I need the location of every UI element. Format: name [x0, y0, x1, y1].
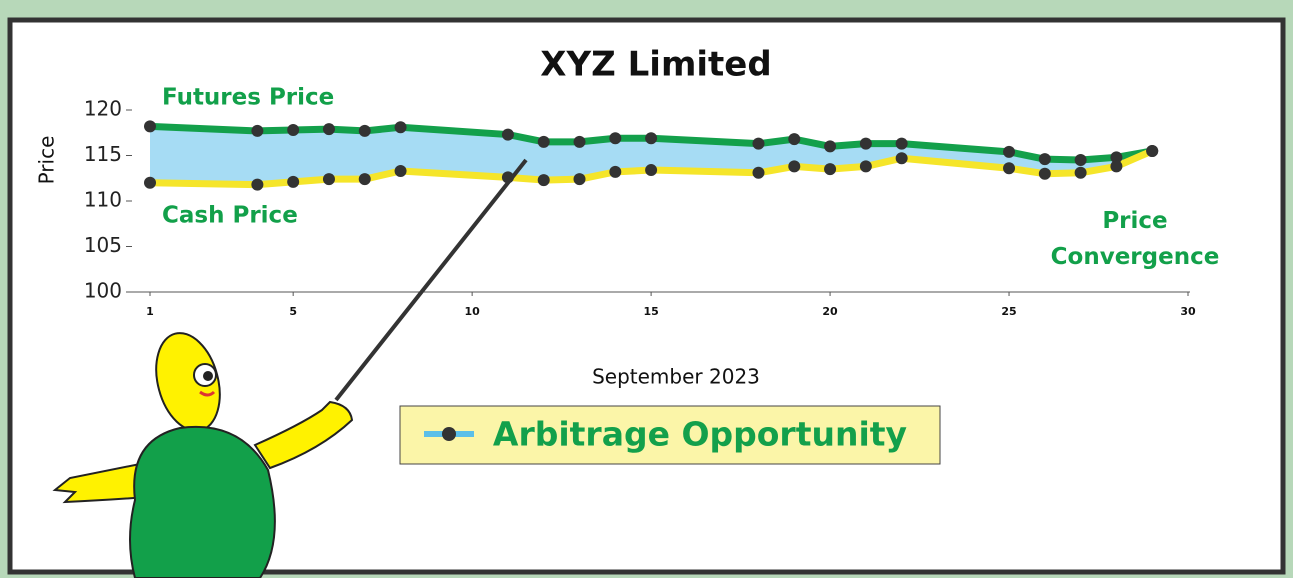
marker: [752, 167, 764, 179]
chart: XYZ Limited Price September 2023 1001051…: [0, 0, 1293, 578]
annotation: Price Convergence: [1030, 203, 1240, 275]
marker: [609, 132, 621, 144]
x-tick-label: 10: [464, 305, 480, 318]
marker: [395, 165, 407, 177]
y-axis-label: Price: [35, 136, 59, 185]
marker: [788, 133, 800, 145]
marker: [1003, 146, 1015, 158]
y-tick-label: 120: [84, 97, 122, 121]
marker: [144, 177, 156, 189]
pupil: [204, 372, 212, 380]
marker: [538, 174, 550, 186]
marker: [1075, 167, 1087, 179]
x-tick-label: 1: [146, 305, 154, 318]
marker: [251, 179, 263, 191]
y-tick-label: 115: [84, 142, 122, 166]
marker: [824, 163, 836, 175]
marker: [860, 160, 872, 172]
marker: [359, 125, 371, 137]
marker: [395, 121, 407, 133]
marker: [609, 166, 621, 178]
marker: [538, 136, 550, 148]
legend-marker: [442, 427, 456, 441]
x-tick-label: 5: [289, 305, 297, 318]
series-label: Cash Price: [162, 203, 298, 229]
chart-title: XYZ Limited: [540, 45, 771, 85]
marker: [860, 138, 872, 150]
series-label: Futures Price: [162, 85, 334, 111]
marker: [251, 125, 263, 137]
y-tick-label: 110: [84, 188, 122, 212]
marker: [502, 129, 514, 141]
y-tick-label: 100: [84, 279, 122, 303]
marker: [359, 173, 371, 185]
marker: [645, 132, 657, 144]
marker: [323, 123, 335, 135]
marker: [752, 138, 764, 150]
marker: [1146, 145, 1158, 157]
page: {"chart_data": {"type": "line", "title":…: [0, 0, 1293, 578]
marker: [287, 176, 299, 188]
marker: [1039, 168, 1051, 180]
marker: [824, 140, 836, 152]
x-tick-label: 25: [1001, 305, 1016, 318]
marker: [287, 124, 299, 136]
x-axis-label: September 2023: [592, 365, 760, 389]
y-tick-label: 105: [84, 233, 122, 257]
legend-label: Arbitrage Opportunity: [493, 415, 907, 454]
marker: [574, 136, 586, 148]
marker: [896, 152, 908, 164]
marker: [645, 164, 657, 176]
marker: [574, 173, 586, 185]
shell: [130, 427, 275, 578]
x-tick-label: 30: [1180, 305, 1196, 318]
marker: [896, 138, 908, 150]
x-tick-label: 20: [822, 305, 838, 318]
marker: [788, 160, 800, 172]
marker: [1110, 160, 1122, 172]
marker: [1075, 154, 1087, 166]
marker: [144, 120, 156, 132]
marker: [1003, 162, 1015, 174]
x-tick-label: 15: [643, 305, 658, 318]
marker: [323, 173, 335, 185]
marker: [1039, 153, 1051, 165]
